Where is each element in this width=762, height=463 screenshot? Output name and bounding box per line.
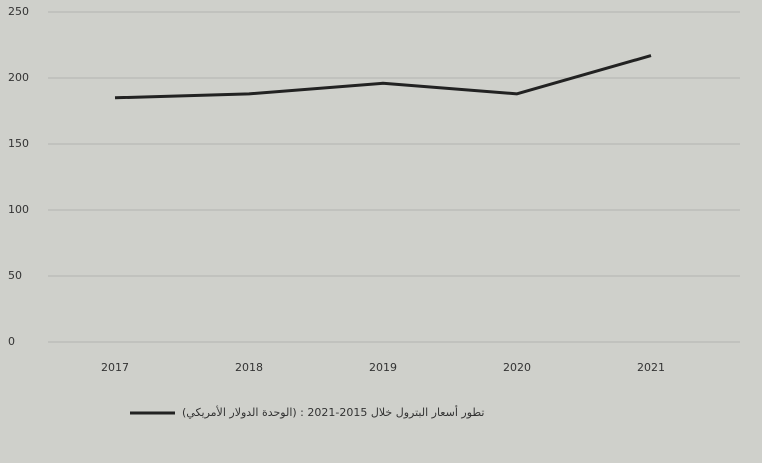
line-series bbox=[114, 54, 652, 100]
y-tick-label: 150 bbox=[8, 137, 29, 150]
y-tick-label: 100 bbox=[8, 203, 29, 216]
y-tick-label: 50 bbox=[8, 269, 22, 282]
y-tick-label: 0 bbox=[8, 335, 15, 348]
x-tick-label: 2017 bbox=[101, 361, 129, 374]
x-tick-label: 2020 bbox=[503, 361, 531, 374]
y-tick-label: 250 bbox=[8, 5, 29, 18]
x-tick-label: 2019 bbox=[369, 361, 397, 374]
legend-label: تطور أسعار البترول خلال 2015-2021 : (الو… bbox=[182, 405, 484, 419]
x-tick-label: 2018 bbox=[235, 361, 263, 374]
y-tick-label: 200 bbox=[8, 71, 29, 84]
x-tick-label: 2021 bbox=[637, 361, 665, 374]
